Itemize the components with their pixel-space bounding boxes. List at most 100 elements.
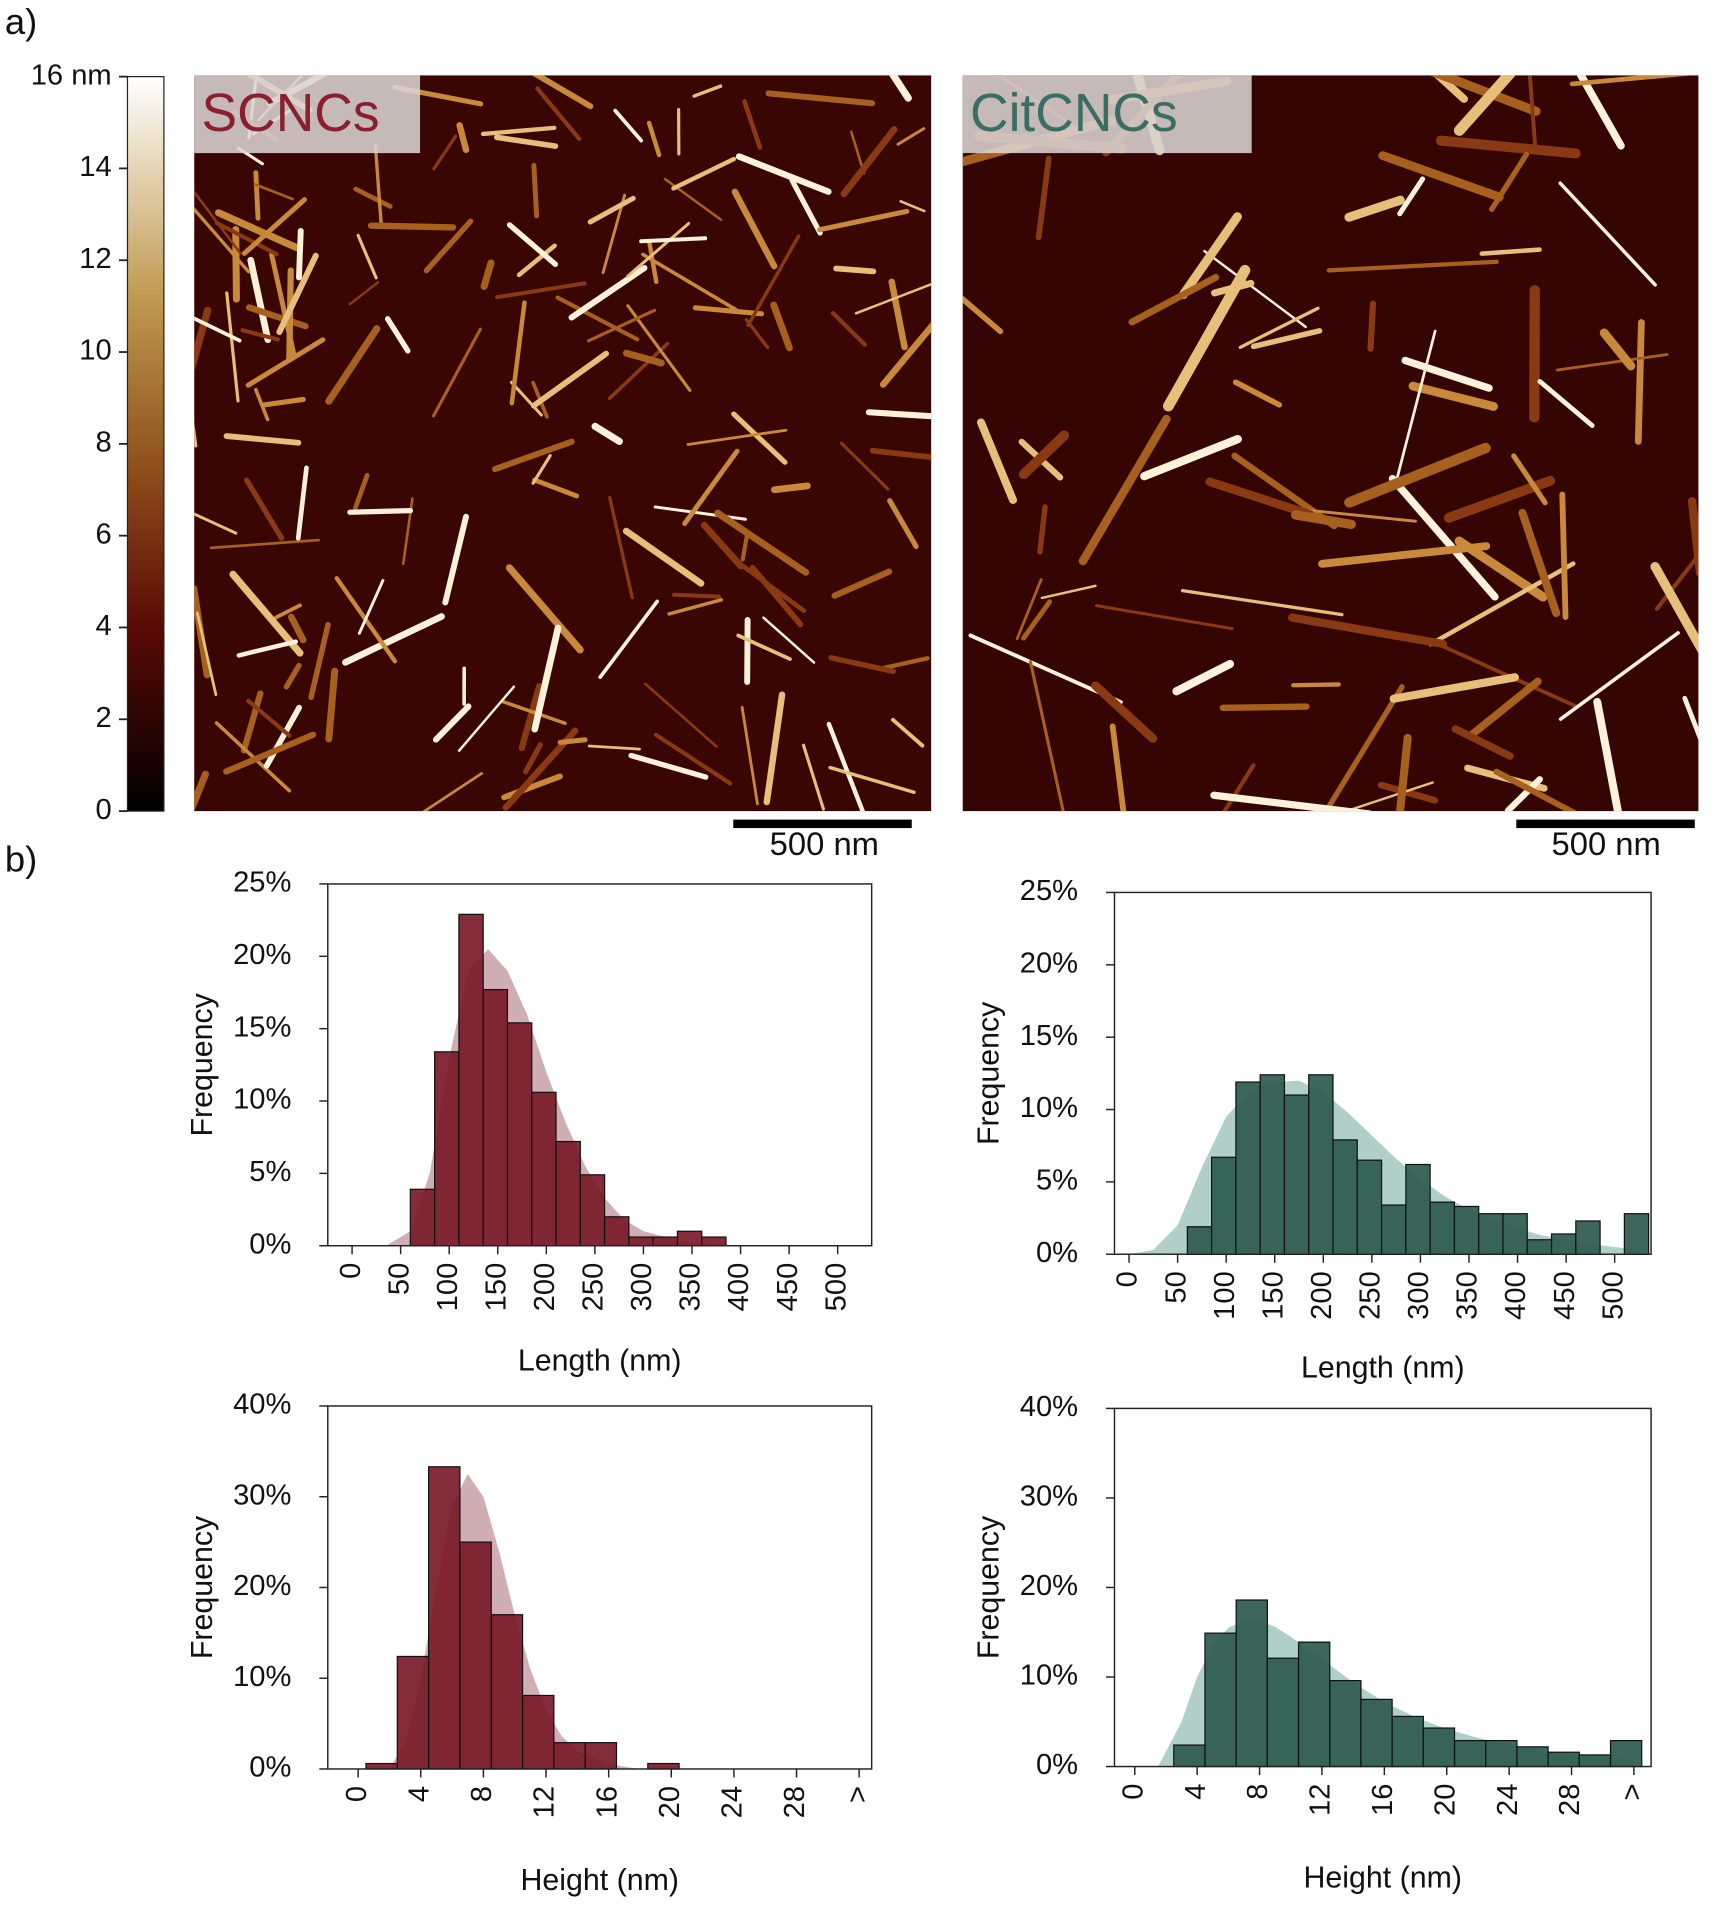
x-tick-label: 12 (1305, 1784, 1337, 1816)
bar (702, 1237, 726, 1246)
bar (397, 1656, 428, 1769)
bar (1236, 1600, 1267, 1767)
fiber (1562, 495, 1565, 617)
y-tick-label: 15% (1020, 1020, 1078, 1052)
bar (410, 1189, 434, 1245)
y-tick-label: 0% (249, 1752, 291, 1784)
y-tick-label: 10% (233, 1084, 291, 1116)
bar (1486, 1741, 1517, 1767)
x-tick-label: 20 (654, 1786, 686, 1818)
x-tick-label: > (842, 1786, 874, 1803)
x-tick-label: 16 (591, 1786, 623, 1818)
bar (1212, 1157, 1236, 1254)
x-tick-label: 250 (1355, 1271, 1387, 1320)
bar (1552, 1234, 1576, 1254)
fiber (534, 165, 537, 215)
bar (491, 1615, 522, 1769)
x-tick-label: 24 (717, 1786, 749, 1818)
bar (429, 1467, 460, 1769)
x-tick-label: 100 (1209, 1271, 1241, 1320)
bar (1333, 1140, 1357, 1254)
scale-bar-label: 500 nm (770, 825, 879, 862)
fiber (674, 595, 719, 597)
x-tick-label: 0 (335, 1263, 367, 1279)
y-tick-label: 20% (233, 1570, 291, 1602)
bar (1267, 1658, 1298, 1766)
x-tick-label: 200 (529, 1263, 561, 1312)
panel-label: b) (5, 839, 37, 880)
y-tick-label: 40% (233, 1389, 291, 1421)
fiber (774, 486, 807, 490)
colorbar-tick-label: 14 (79, 151, 111, 183)
y-tick-label: 20% (1020, 947, 1078, 979)
fiber (1638, 322, 1641, 441)
bar (1579, 1755, 1610, 1767)
bar (585, 1743, 616, 1769)
bar (1517, 1747, 1548, 1767)
x-tick-label: 24 (1492, 1784, 1524, 1816)
image-label: CitCNCs (970, 84, 1178, 143)
x-tick-label: 400 (723, 1263, 755, 1312)
bar (1236, 1082, 1260, 1254)
x-tick-label: 28 (1554, 1784, 1586, 1816)
bar (1423, 1728, 1454, 1767)
bar (483, 990, 507, 1246)
bar (653, 1237, 677, 1246)
bar (1611, 1741, 1642, 1767)
bar (1357, 1160, 1381, 1254)
bar (1309, 1075, 1333, 1254)
colorbar-tick-label: 2 (95, 702, 111, 734)
colorbar-tick-label: 0 (95, 794, 111, 826)
bar (1548, 1752, 1579, 1766)
bar (459, 914, 483, 1245)
x-tick-label: 400 (1500, 1271, 1532, 1320)
bar (1406, 1165, 1430, 1255)
x-tick-label: 0 (1112, 1271, 1144, 1287)
bar (629, 1237, 653, 1246)
bar (1454, 1206, 1478, 1254)
y-tick-label: 25% (1020, 875, 1078, 907)
fiber (560, 740, 585, 743)
x-tick-label: 50 (383, 1263, 415, 1295)
y-tick-label: 30% (233, 1479, 291, 1511)
x-axis-title: Length (nm) (1301, 1352, 1465, 1385)
bar (1260, 1075, 1284, 1254)
bar (605, 1217, 629, 1246)
y-tick-label: 5% (1036, 1165, 1078, 1197)
fiber (236, 230, 237, 300)
fiber (256, 173, 258, 219)
bar (1284, 1095, 1308, 1254)
colorbar-tick-label: 4 (95, 610, 111, 642)
x-tick-label: 12 (529, 1786, 561, 1818)
bar (523, 1695, 554, 1769)
fiber (1223, 707, 1307, 708)
colorbar (127, 77, 163, 811)
x-tick-label: 150 (480, 1263, 512, 1312)
x-tick-label: 300 (1403, 1271, 1435, 1320)
bar (1527, 1240, 1551, 1254)
bar (648, 1764, 679, 1769)
bar (556, 1142, 580, 1246)
bar (677, 1231, 701, 1245)
x-tick-label: 4 (403, 1786, 435, 1802)
y-tick-label: 10% (233, 1661, 291, 1693)
bar (1187, 1227, 1211, 1254)
y-tick-label: 20% (1020, 1570, 1078, 1602)
bar (435, 1052, 459, 1246)
colorbar-tick-label: 16 nm (31, 59, 112, 91)
bar (1361, 1699, 1392, 1766)
fiber (1293, 684, 1338, 685)
bar (366, 1764, 397, 1769)
fiber (299, 231, 301, 278)
x-tick-label: 20 (1429, 1784, 1461, 1816)
x-tick-label: 250 (578, 1263, 610, 1312)
x-tick-label: 4 (1180, 1784, 1212, 1800)
x-tick-label: 8 (1242, 1784, 1274, 1800)
image-label: SCNCs (202, 84, 380, 143)
x-tick-label: 450 (772, 1263, 804, 1312)
x-tick-label: 50 (1160, 1271, 1192, 1303)
x-tick-label: 350 (1452, 1271, 1484, 1320)
y-tick-label: 20% (233, 939, 291, 971)
bar (1430, 1202, 1454, 1254)
